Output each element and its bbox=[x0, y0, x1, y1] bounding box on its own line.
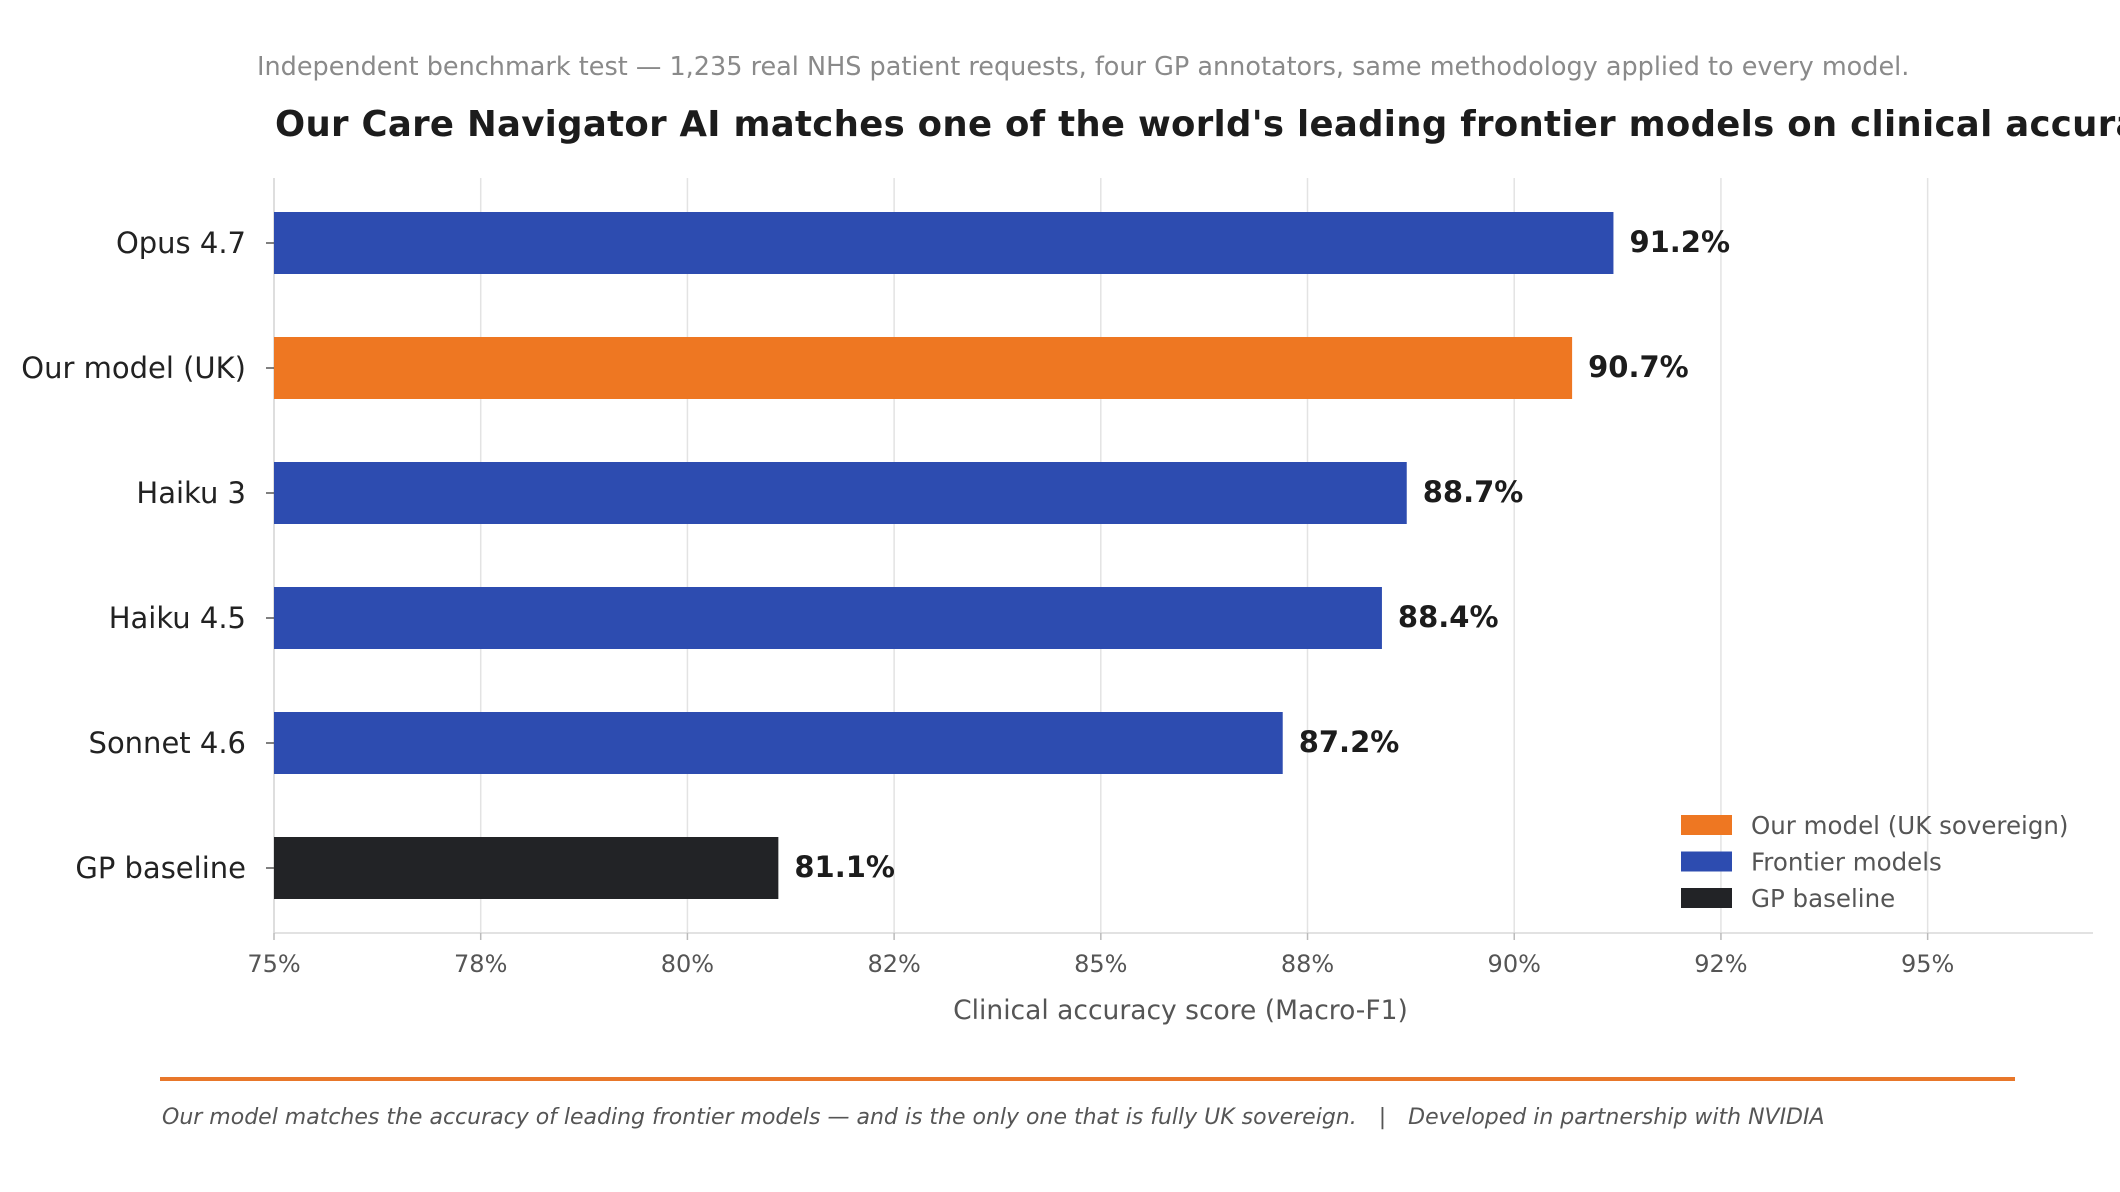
footer-partner: Developed in partnership with NVIDIA bbox=[1408, 1105, 1825, 1130]
category-label: GP baseline bbox=[75, 851, 246, 885]
x-tick-label: 88% bbox=[1281, 950, 1334, 978]
x-tick-label: 80% bbox=[661, 950, 714, 978]
x-tick-label: 85% bbox=[1074, 950, 1127, 978]
category-label: Haiku 4.5 bbox=[109, 601, 246, 635]
x-tick-label: 92% bbox=[1694, 950, 1747, 978]
footer-note: Our model matches the accuracy of leadin… bbox=[162, 1105, 1357, 1130]
legend-label: GP baseline bbox=[1751, 884, 1895, 913]
x-tick-label: 75% bbox=[247, 950, 300, 978]
bar-frontier bbox=[274, 212, 1614, 274]
bar-ours bbox=[274, 337, 1573, 399]
data-label: 88.4% bbox=[1398, 600, 1499, 634]
category-label: Opus 4.7 bbox=[116, 226, 246, 260]
legend-swatch-baseline bbox=[1681, 888, 1732, 908]
data-label: 87.2% bbox=[1299, 725, 1400, 759]
bar-frontier bbox=[274, 712, 1283, 774]
footer-separator: | bbox=[1378, 1105, 1387, 1130]
legend-label: Frontier models bbox=[1751, 848, 1942, 877]
legend-label: Our model (UK sovereign) bbox=[1751, 811, 2068, 840]
x-tick-label: 90% bbox=[1488, 950, 1541, 978]
bar-frontier bbox=[274, 462, 1407, 524]
chart-title: Our Care Navigator AI matches one of the… bbox=[275, 104, 2120, 145]
legend-swatch-frontier bbox=[1681, 851, 1732, 872]
footer: Our model matches the accuracy of leadin… bbox=[162, 1105, 1825, 1130]
footer-divider bbox=[160, 1077, 2015, 1081]
legend-swatch-ours bbox=[1681, 815, 1732, 835]
category-label: Our model (UK) bbox=[21, 351, 246, 385]
bar-frontier bbox=[274, 587, 1382, 649]
bar-baseline bbox=[274, 837, 779, 899]
x-tick-label: 82% bbox=[867, 950, 920, 978]
x-axis-title: Clinical accuracy score (Macro-F1) bbox=[953, 995, 1408, 1026]
category-label: Haiku 3 bbox=[136, 476, 246, 510]
data-label: 88.7% bbox=[1423, 475, 1524, 509]
data-label: 90.7% bbox=[1588, 350, 1689, 384]
data-label: 81.1% bbox=[794, 850, 895, 884]
chart-subtitle: Independent benchmark test — 1,235 real … bbox=[257, 52, 1910, 82]
x-tick-label: 78% bbox=[454, 950, 507, 978]
data-label: 91.2% bbox=[1629, 225, 1730, 259]
category-label: Sonnet 4.6 bbox=[89, 726, 246, 760]
x-tick-label: 95% bbox=[1901, 950, 1954, 978]
